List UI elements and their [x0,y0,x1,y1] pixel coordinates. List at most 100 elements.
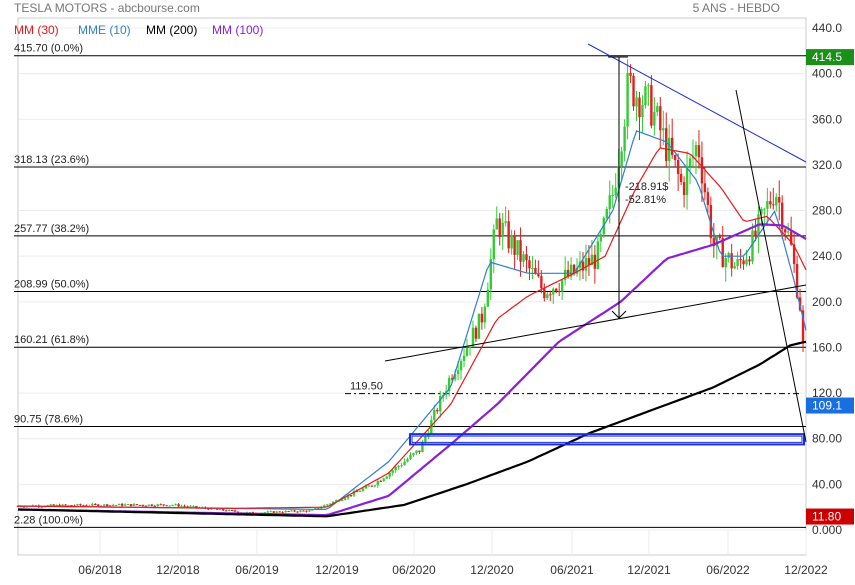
candle-down [379,480,382,482]
candle-up [736,259,739,267]
candle-up [394,466,397,471]
candle-up [620,151,623,167]
candle-up [168,505,171,507]
candle-down [355,491,359,493]
candle-down [370,485,374,487]
candle-down [549,294,552,296]
candle-down [480,313,484,323]
candle-up [694,145,698,157]
candle-up [100,505,103,507]
trendline-resistance [587,43,807,163]
candle-up [388,472,391,477]
y-tick-label: 440.0 [812,21,842,35]
candle-down [94,503,97,505]
candle-down [703,183,707,193]
candle-up [468,347,472,349]
candle-down [165,505,168,507]
candle-up [501,222,504,238]
candle-down [129,504,133,506]
candle-down [317,508,320,510]
candle-up [495,218,498,230]
plot-border [17,17,807,556]
candle-up [343,498,347,500]
candle-up [412,453,415,455]
candle-down [676,160,680,174]
candle-down [135,504,139,506]
candle-down [272,511,275,513]
candle-up [406,459,409,462]
candle-up [647,85,650,87]
candle-down [706,192,710,205]
candle-up [599,234,603,242]
candle-up [641,105,644,118]
high-price-badge [806,49,854,66]
candle-up [486,289,490,307]
low-price-badge-label: 11.80 [812,510,841,524]
candle-up [745,259,748,265]
candle-down [581,261,585,271]
candle-up [685,166,689,195]
candle-down [186,506,189,508]
candle-down [697,145,701,158]
candle-up [227,509,231,511]
candle-up [346,494,350,499]
candle-up [623,126,626,152]
candle-up [465,347,469,356]
candle-up [284,511,287,513]
candle-up [456,370,460,375]
x-tick-label: 06/2018 [78,563,122,577]
candle-down [528,260,531,269]
candle-up [727,253,730,258]
candle-up [626,72,629,127]
candle-down [537,274,540,277]
candle-down [638,97,641,118]
candle-down [183,505,186,507]
candle-up [766,201,769,209]
candle-up [61,504,64,507]
candle-up [311,509,314,511]
candle-down [224,510,228,512]
candle-down [64,504,67,506]
candle-up [358,491,362,493]
candle-down [709,204,713,239]
candle-up [91,503,94,506]
candle-down [721,238,724,268]
candle-up [424,436,427,442]
candle-down [498,218,501,238]
candle-up [391,470,394,473]
candle-down [534,268,537,275]
axis-layer: 0.000 40.00 80.00 120.0 160.0 200.0 240.0 280.0… [78,21,854,577]
candle-up [299,510,302,512]
candle-up [492,229,495,260]
fib-label: 318.13 (23.6%) [14,154,89,166]
y-tick-label: 240.0 [812,249,842,263]
support-box [409,433,805,446]
candle-down [278,511,281,513]
candle-down [748,259,751,262]
candles-layer [16,59,805,515]
fib-label: 160.21 (61.8%) [14,334,89,346]
y-tick-label: 320.0 [812,158,842,172]
candle-down [650,85,653,126]
candle-up [605,209,608,218]
candle-down [216,508,219,510]
candle-up [76,504,79,506]
candle-up [352,491,356,496]
candle-up [132,504,136,506]
x-tick-label: 06/2022 [706,563,750,577]
candle-down [572,264,576,274]
candle-up [361,488,365,492]
mm100-line [18,223,807,517]
candle-up [477,313,481,339]
candle-down [769,201,772,205]
candle-up [49,504,52,506]
candle-down [742,260,745,265]
chart-title: TESLA MOTORS - abcbourse.com [14,1,200,15]
fib-label: 257.77 (38.2%) [14,223,89,235]
candle-up [724,257,727,268]
candle-down [162,504,165,506]
legend-mm200: MM (200) [146,23,197,37]
y-tick-label: 160.0 [812,340,842,354]
candle-up [290,510,293,512]
candle-up [462,355,466,361]
